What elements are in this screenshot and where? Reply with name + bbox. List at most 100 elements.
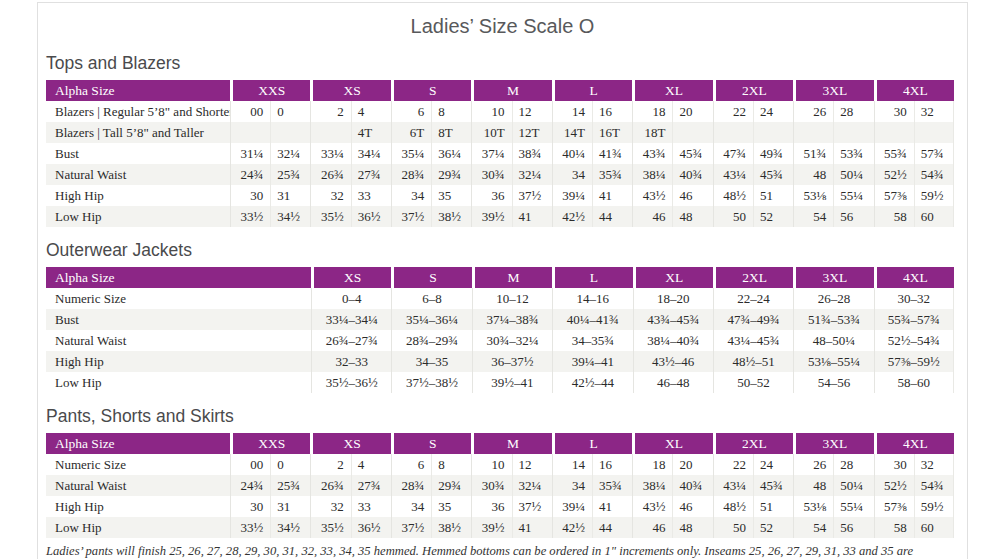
size-cell: 33 bbox=[351, 185, 391, 206]
size-cell: 38¼–40¾ bbox=[633, 330, 713, 351]
size-cell: 39½ bbox=[471, 517, 511, 538]
size-cell: 10T bbox=[471, 122, 511, 143]
size-cell: 12T bbox=[512, 122, 552, 143]
size-cell: 0 bbox=[270, 454, 310, 475]
size-cell bbox=[914, 122, 954, 143]
size-cell: 37½ bbox=[512, 496, 552, 517]
size-cell: 22 bbox=[713, 101, 753, 122]
size-cell: 29¾ bbox=[431, 475, 471, 496]
size-cell: 42½ bbox=[552, 206, 592, 227]
header-row: Alpha SizeXXSXSSMLXL2XL3XL4XL bbox=[46, 433, 954, 454]
size-cell: 53¾ bbox=[833, 143, 873, 164]
size-cell bbox=[874, 122, 914, 143]
size-cell bbox=[753, 122, 793, 143]
size-cell: 52½ bbox=[874, 475, 914, 496]
size-cell: 0–4 bbox=[311, 288, 391, 309]
size-cell: 24 bbox=[753, 101, 793, 122]
size-cell: 14 bbox=[552, 101, 592, 122]
row-label: High Hip bbox=[46, 496, 230, 517]
size-cell: 51 bbox=[753, 496, 793, 517]
size-cell: 33 bbox=[351, 496, 391, 517]
size-cell: 36 bbox=[471, 496, 511, 517]
size-cell: 36–37½ bbox=[472, 351, 552, 372]
size-cell: 60 bbox=[914, 517, 954, 538]
size-cell: 40¾ bbox=[672, 475, 712, 496]
col-header-xl: XL bbox=[633, 267, 713, 288]
size-cell: 59½ bbox=[914, 496, 954, 517]
size-cell: 4T bbox=[351, 122, 391, 143]
size-cell: 55¾ bbox=[874, 143, 914, 164]
size-cell: 6 bbox=[391, 101, 431, 122]
table-row: High Hip3031323334353637½39¼4143½4648½51… bbox=[46, 185, 954, 206]
size-cell: 46 bbox=[632, 517, 672, 538]
table-row: Low Hip35½–36½37½–38½39½–4142½–4446–4850… bbox=[46, 372, 954, 393]
size-cell: 43¾ bbox=[632, 143, 672, 164]
size-cell: 0 bbox=[270, 101, 310, 122]
col-header-4xl: 4XL bbox=[874, 433, 954, 454]
size-cell: 54¾ bbox=[914, 475, 954, 496]
size-cell: 55¾–57¾ bbox=[874, 309, 954, 330]
table-row: Bust33¼–34¼35¼–36¼37¼–38¾40¼–41¾43¾–45¾4… bbox=[46, 309, 954, 330]
row-label: Bust bbox=[46, 309, 311, 330]
size-cell: 54 bbox=[793, 517, 833, 538]
size-cell: 53⅛ bbox=[793, 496, 833, 517]
size-cell: 37½ bbox=[391, 517, 431, 538]
size-cell: 24¾ bbox=[230, 164, 270, 185]
size-cell: 20 bbox=[672, 454, 712, 475]
size-cell: 51 bbox=[753, 185, 793, 206]
size-cell: 35½–36½ bbox=[311, 372, 391, 393]
size-cell: 45¾ bbox=[753, 475, 793, 496]
table-row: High Hip32–3334–3536–37½39¼–4143½–4648½–… bbox=[46, 351, 954, 372]
size-cell: 40¼–41¾ bbox=[552, 309, 632, 330]
size-cell: 14–16 bbox=[552, 288, 632, 309]
row-label: Low Hip bbox=[46, 206, 230, 227]
size-cell: 38¼ bbox=[632, 164, 672, 185]
size-cell: 53⅛ bbox=[793, 185, 833, 206]
size-cell: 48–50¼ bbox=[793, 330, 873, 351]
size-cell: 34 bbox=[552, 164, 592, 185]
row-label: Natural Waist bbox=[46, 330, 311, 351]
size-cell: 2 bbox=[310, 454, 350, 475]
size-cell: 30 bbox=[230, 185, 270, 206]
size-cell: 50¼ bbox=[833, 164, 873, 185]
size-cell: 30¾ bbox=[471, 475, 511, 496]
col-header-xl: XL bbox=[632, 80, 712, 101]
size-cell: 30¾ bbox=[471, 164, 511, 185]
size-cell: 2 bbox=[310, 101, 350, 122]
size-cell: 51¾–53¾ bbox=[793, 309, 873, 330]
size-cell: 25¾ bbox=[270, 164, 310, 185]
size-cell: 00 bbox=[230, 454, 270, 475]
size-cell: 22–24 bbox=[713, 288, 793, 309]
size-cell: 42½ bbox=[552, 517, 592, 538]
col-header-m: M bbox=[471, 433, 551, 454]
size-cell: 32 bbox=[310, 185, 350, 206]
size-cell: 32–33 bbox=[311, 351, 391, 372]
row-label: Blazers | Tall 5’8" and Taller bbox=[46, 122, 230, 143]
col-header-l: L bbox=[552, 80, 632, 101]
row-label: Natural Waist bbox=[46, 164, 230, 185]
size-cell: 35½ bbox=[310, 517, 350, 538]
size-cell: 33¼ bbox=[310, 143, 350, 164]
size-cell bbox=[713, 122, 753, 143]
table-row: Natural Waist24¾25¾26¾27¾28¾29¾30¾32¼343… bbox=[46, 164, 954, 185]
size-cell: 39¼–41 bbox=[552, 351, 632, 372]
size-cell: 48½ bbox=[713, 185, 753, 206]
size-cell: 34½ bbox=[270, 206, 310, 227]
size-cell: 39¼ bbox=[552, 185, 592, 206]
size-cell: 33½ bbox=[230, 206, 270, 227]
tops-and-blazers-table: Alpha SizeXXSXSSMLXL2XL3XL4XLBlazers | R… bbox=[46, 80, 954, 227]
size-cell: 32 bbox=[310, 496, 350, 517]
size-cell: 52½–54¾ bbox=[874, 330, 954, 351]
size-cell: 6 bbox=[391, 454, 431, 475]
size-cell: 50–52 bbox=[713, 372, 793, 393]
row-label: Bust bbox=[46, 143, 230, 164]
size-cell: 33½ bbox=[230, 517, 270, 538]
col-header-xxs: XXS bbox=[230, 433, 310, 454]
size-cell: 35¼ bbox=[391, 143, 431, 164]
size-cell: 32¼ bbox=[270, 143, 310, 164]
size-cell: 26¾–27¾ bbox=[311, 330, 391, 351]
table-row: Natural Waist26¾–27¾28¾–29¾30¾–32¼34–35¾… bbox=[46, 330, 954, 351]
size-cell: 50¼ bbox=[833, 475, 873, 496]
size-cell: 60 bbox=[914, 206, 954, 227]
size-cell: 46 bbox=[632, 206, 672, 227]
